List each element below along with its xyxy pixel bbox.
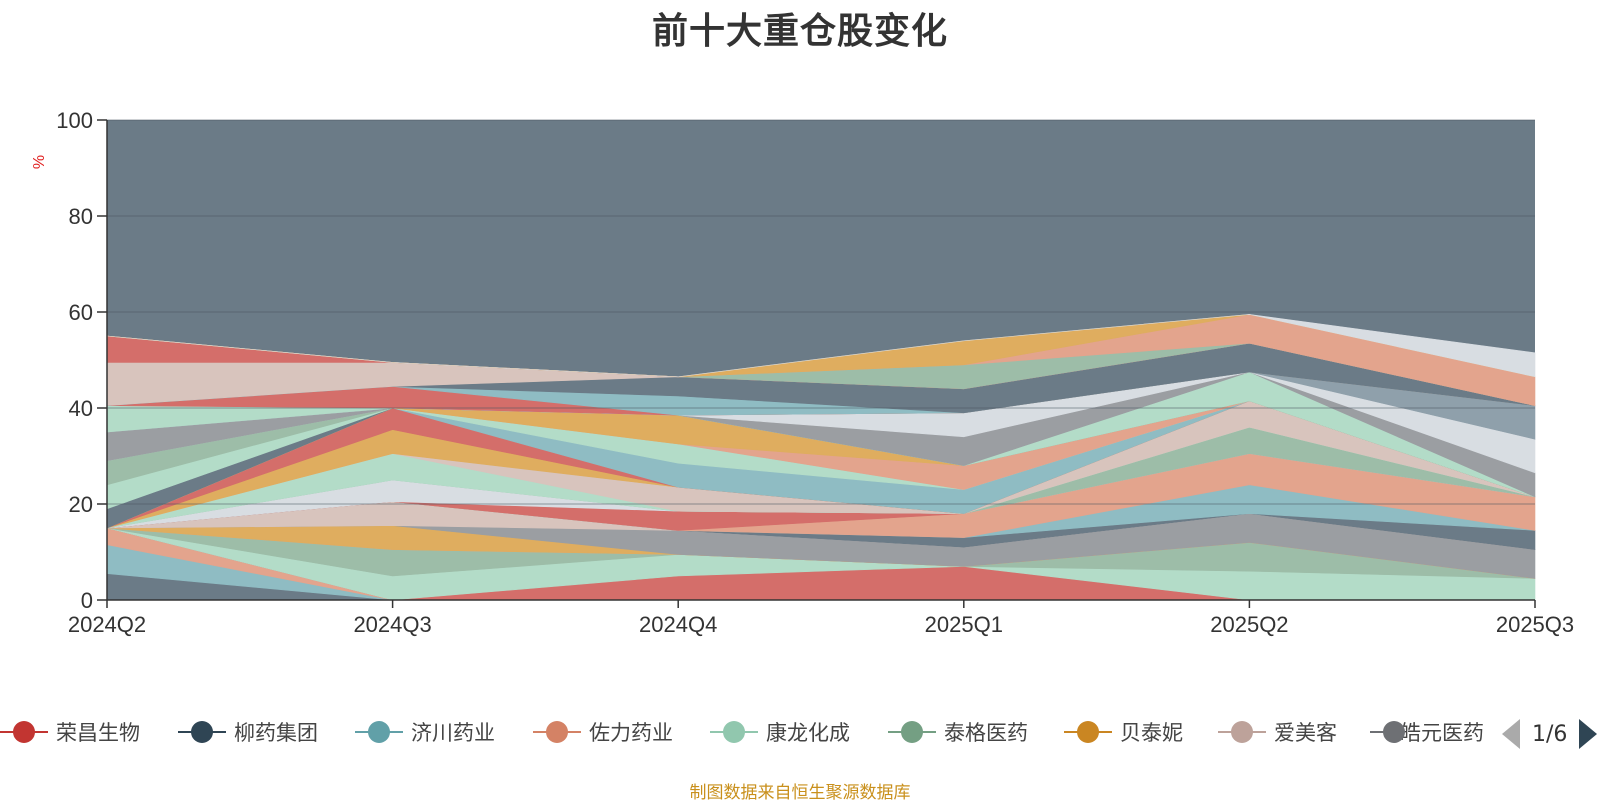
legend-item[interactable]: 济川药业 <box>355 712 495 752</box>
legend-marker-icon <box>1064 720 1112 744</box>
legend-label: 济川药业 <box>411 721 495 745</box>
legend-pager: 1/6 <box>1502 716 1598 752</box>
legend-label: 爱美客 <box>1274 721 1337 745</box>
x-tick-label: 2024Q4 <box>639 612 717 637</box>
legend-item[interactable]: 爱美客 <box>1218 712 1337 752</box>
legend-marker-icon <box>710 720 758 744</box>
legend-label: 贝泰妮 <box>1120 721 1183 745</box>
x-tick-label: 2025Q1 <box>925 612 1003 637</box>
legend-marker-icon <box>1218 720 1266 744</box>
legend-label: 康龙化成 <box>766 721 850 745</box>
x-tick-label: 2024Q3 <box>353 612 431 637</box>
legend-next-page-icon[interactable] <box>1579 719 1598 749</box>
y-tick-label: 20 <box>69 492 93 517</box>
legend-marker-icon <box>0 720 48 744</box>
y-tick-label: 100 <box>56 108 93 133</box>
legend: 荣昌生物 柳药集团 济川药业 佐力药业 康龙化成 泰格医药 贝泰妮 爱美客 皓元医药 <box>0 712 1600 752</box>
legend-page-indicator: 1/6 <box>1532 721 1568 747</box>
grid-layer <box>107 119 1535 505</box>
x-tick-label: 2025Q3 <box>1496 612 1574 637</box>
y-tick-label: 40 <box>69 396 93 421</box>
legend-marker-icon <box>355 720 403 744</box>
legend-marker-icon <box>1370 720 1405 744</box>
chart-title: 前十大重仓股变化 <box>651 11 948 52</box>
legend-item[interactable]: 泰格医药 <box>888 712 1028 752</box>
legend-item[interactable]: 皓元医药 <box>1370 712 1484 752</box>
area-series-layer-40 <box>106 314 1536 378</box>
y-tick-label: 0 <box>81 588 93 613</box>
x-tick-label: 2025Q2 <box>1210 612 1288 637</box>
y-tick-label: 80 <box>69 204 93 229</box>
y-tick-label: 60 <box>69 300 93 325</box>
legend-prev-page-icon[interactable] <box>1502 719 1520 749</box>
y-axis-unit-label: % <box>31 155 48 169</box>
legend-item[interactable]: 贝泰妮 <box>1064 712 1183 752</box>
source-note: 制图数据来自恒生聚源数据库 <box>689 783 911 803</box>
legend-item[interactable]: 荣昌生物 <box>0 712 140 752</box>
legend-item[interactable]: 柳药集团 <box>178 712 318 752</box>
axis-layer: 0 20 40 60 80 100 2024Q2 2024Q3 2024Q4 2025Q1 2025… <box>56 108 1574 637</box>
legend-item[interactable]: 佐力药业 <box>533 712 673 752</box>
legend-item[interactable]: 康龙化成 <box>710 712 850 752</box>
legend-marker-icon <box>888 720 936 744</box>
x-tick-label: 2024Q2 <box>68 612 146 637</box>
area-layer <box>106 120 1536 601</box>
legend-label: 泰格医药 <box>944 721 1028 745</box>
legend-label: 皓元医药 <box>1400 721 1484 745</box>
legend-label: 佐力药业 <box>589 721 673 745</box>
legend-label: 柳药集团 <box>234 721 318 745</box>
legend-marker-icon <box>533 720 581 744</box>
legend-label: 荣昌生物 <box>56 721 140 745</box>
legend-marker-icon <box>178 720 226 744</box>
